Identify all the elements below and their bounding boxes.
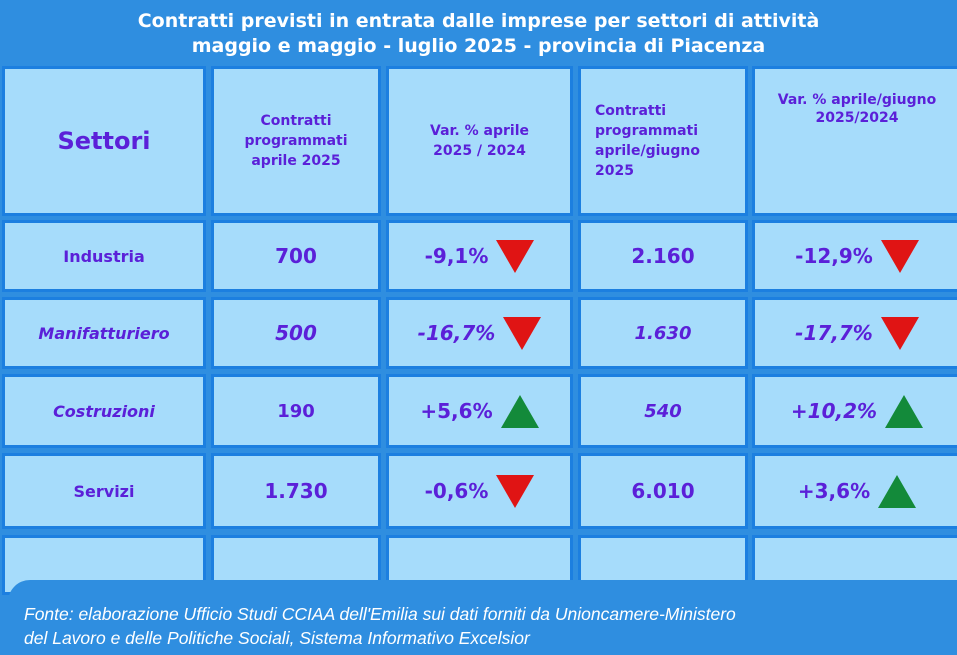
header-contratti-aprile-giugno: Contratti programmati aprile/giugno 2025 [578,66,748,216]
value-contratti-aprile-giugno-servizi: 6.010 [578,453,748,529]
up-arrow-icon [885,394,924,428]
down-arrow-icon [496,239,535,273]
header-contratti-aprile-text: Contratti programmati aprile 2025 [244,113,348,169]
var-aprile-industria: -9,1% [386,220,573,292]
value-contratti-aprile-giugno-industria: 2.160 [578,220,748,292]
sector-costruzioni: Costruzioni [2,374,206,448]
source-line-2: del Lavoro e delle Politiche Sociali, Si… [24,628,530,648]
var-aprile-giugno-costruzioni: +10,2% [752,374,957,448]
sector-servizi: Servizi [2,453,206,529]
var-aprile-giugno-industria-value: -12,9% [795,244,873,268]
sector-manifatturiero: Manifatturiero [2,297,206,369]
var-aprile-giugno-servizi-value: +3,6% [797,479,871,503]
var-aprile-industria-value: -9,1% [424,244,489,268]
var-aprile-manifatturiero-value: -16,7% [417,321,496,345]
var-aprile-giugno-manifatturiero-value: -17,7% [795,321,873,345]
header-contratti-aprile-giugno-text: Contratti programmati aprile/giugno 2025 [595,103,700,179]
header-settori: Settori [2,66,206,216]
down-arrow-icon [503,316,542,350]
up-arrow-icon [878,474,917,508]
title-banner: Contratti previsti in entrata dalle impr… [0,0,957,64]
var-aprile-giugno-industria: -12,9% [752,220,957,292]
header-contratti-aprile: Contratti programmati aprile 2025 [211,66,381,216]
up-arrow-icon [500,394,539,428]
title-line-1: Contratti previsti in entrata dalle impr… [137,10,820,32]
sector-industria: Industria [2,220,206,292]
var-aprile-giugno-costruzioni-value: +10,2% [790,399,878,423]
var-aprile-costruzioni: +5,6% [386,374,573,448]
down-arrow-icon [496,474,535,508]
header-var-aprile-text: Var. % aprile 2025 / 2024 [430,123,529,159]
header-var-aprile: Var. % aprile 2025 / 2024 [386,66,573,216]
var-aprile-servizi: -0,6% [386,453,573,529]
var-aprile-giugno-servizi: +3,6% [752,453,957,529]
down-arrow-icon [880,316,919,350]
value-contratti-aprile-giugno-manifatturiero: 1.630 [578,297,748,369]
value-contratti-aprile-manifatturiero: 500 [211,297,381,369]
data-table: Settori Contratti programmati aprile 202… [0,64,957,595]
title-line-2: maggio e maggio - luglio 2025 - provinci… [191,35,766,57]
var-aprile-servizi-value: -0,6% [424,479,489,503]
var-aprile-manifatturiero: -16,7% [386,297,573,369]
value-contratti-aprile-industria: 700 [211,220,381,292]
value-contratti-aprile-giugno-costruzioni: 540 [578,374,748,448]
var-aprile-costruzioni-value: +5,6% [420,399,493,423]
header-var-aprile-giugno: Var. % aprile/giugno 2025/2024 [752,66,957,216]
header-var-aprile-giugno-text: Var. % aprile/giugno 2025/2024 [777,92,937,126]
value-contratti-aprile-servizi: 1.730 [211,453,381,529]
source-footer: Fonte: elaborazione Ufficio Studi CCIAA … [8,580,957,655]
var-aprile-giugno-manifatturiero: -17,7% [752,297,957,369]
source-line-1: Fonte: elaborazione Ufficio Studi CCIAA … [24,604,736,624]
value-contratti-aprile-costruzioni: 190 [211,374,381,448]
down-arrow-icon [880,239,919,273]
